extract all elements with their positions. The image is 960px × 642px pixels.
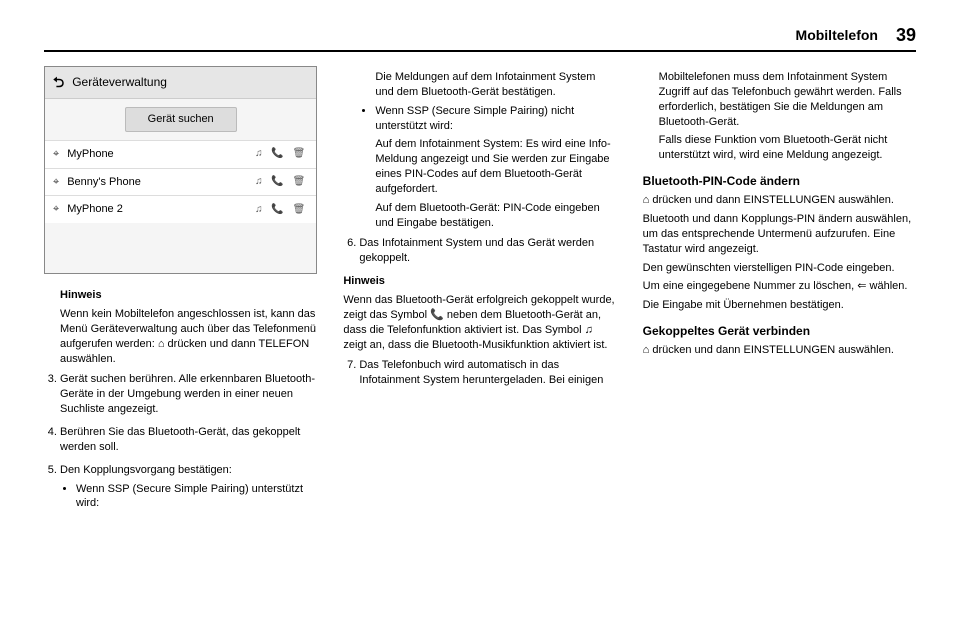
col3-p1: Mobiltelefonen muss dem Infotainment Sys…: [643, 70, 916, 129]
note-label: Hinweis: [60, 288, 317, 303]
steps-list-3: Das Telefonbuch wird automatisch in das …: [343, 358, 616, 388]
step-5-sub: Wenn SSP (Secure Simple Pairing) unterst…: [60, 482, 317, 512]
column-1: ⮌ Geräteverwaltung Gerät suchen ⌖ MyPhon…: [44, 66, 317, 519]
pin-step-3: Den gewünschten vierstelligen PIN-Code e…: [643, 261, 916, 276]
note-label-2: Hinweis: [343, 274, 616, 289]
page-header: Mobiltelefon 39: [44, 20, 916, 52]
device-action-icons[interactable]: ♫ 📞 🗑: [255, 203, 308, 217]
pin-step-2: Bluetooth und dann Kopplungs-PIN ändern …: [643, 212, 916, 257]
step-7: Das Telefonbuch wird automatisch in das …: [359, 358, 616, 388]
device-name: Benny's Phone: [67, 175, 255, 190]
pin-step-4: Um eine eingegebene Nummer zu löschen, ⇐…: [643, 279, 916, 294]
steps-list-2: Das Infotainment System und das Gerät we…: [343, 236, 616, 266]
device-row[interactable]: ⌖ MyPhone ♫ 📞 🗑: [45, 140, 316, 168]
ssp-info-a: Auf dem Infotainment System: Es wird ein…: [375, 137, 616, 196]
pin-step-1: ⌂ drücken und dann EINSTELLUNGEN auswähl…: [643, 193, 916, 208]
columns: ⮌ Geräteverwaltung Gerät suchen ⌖ MyPhon…: [44, 66, 916, 519]
ssp-confirm-text: Die Meldungen auf dem Infotainment Syste…: [359, 70, 616, 100]
device-row[interactable]: ⌖ MyPhone 2 ♫ 📞 🗑: [45, 195, 316, 223]
device-name: MyPhone: [67, 147, 255, 162]
device-name: MyPhone 2: [67, 202, 255, 217]
step-5: Den Kopplungsvorgang bestätigen: Wenn SS…: [60, 463, 317, 512]
heading-pin-change: Bluetooth-PIN-Code ändern: [643, 173, 916, 189]
connect-step-1: ⌂ drücken und dann EINSTELLUNGEN auswähl…: [643, 343, 916, 358]
search-device-button[interactable]: Gerät suchen: [125, 107, 237, 132]
back-icon[interactable]: ⮌: [53, 73, 64, 92]
note-text: Wenn kein Mobiltelefon angeschlossen ist…: [60, 307, 317, 366]
bluetooth-icon: ⌖: [53, 175, 59, 190]
page: Mobiltelefon 39 ⮌ Geräteverwaltung Gerät…: [0, 0, 960, 642]
header-title: Mobiltelefon: [796, 26, 878, 45]
col2-sub: Wenn SSP (Secure Simple Pairing) nicht u…: [359, 104, 616, 231]
ssp-not-supported-lead: Wenn SSP (Secure Simple Pairing) nicht u…: [375, 105, 574, 132]
step-6: Das Infotainment System und das Gerät we…: [359, 236, 616, 266]
steps-list: Gerät suchen berühren. Alle erkennbaren …: [44, 372, 317, 511]
device-action-icons[interactable]: ♫ 📞 🗑: [255, 147, 308, 161]
col2-continuation: Die Meldungen auf dem Infotainment Syste…: [343, 70, 616, 230]
step-5a: Wenn SSP (Secure Simple Pairing) unterst…: [76, 482, 317, 512]
bluetooth-icon: ⌖: [53, 202, 59, 217]
pin-step-5: Die Eingabe mit Übernehmen bestätigen.: [643, 298, 916, 313]
step-3: Gerät suchen berühren. Alle erkennbaren …: [60, 372, 317, 417]
bluetooth-icon: ⌖: [53, 147, 59, 162]
header-page-number: 39: [896, 23, 916, 47]
note-text-2: Wenn das Bluetooth-Gerät erfolgreich gek…: [343, 293, 616, 352]
note-block: Hinweis Wenn kein Mobiltelefon angeschlo…: [44, 288, 317, 366]
col3-p2: Falls diese Funktion vom Bluetooth-Gerät…: [643, 133, 916, 163]
heading-connect-device: Gekoppeltes Gerät verbinden: [643, 323, 916, 339]
column-2: Die Meldungen auf dem Infotainment Syste…: [343, 66, 616, 519]
step-4: Berühren Sie das Bluetooth-Gerät, das ge…: [60, 425, 317, 455]
screenshot-titlebar: ⮌ Geräteverwaltung: [45, 67, 316, 99]
column-3: Mobiltelefonen muss dem Infotainment Sys…: [643, 66, 916, 519]
step-5-text: Den Kopplungsvorgang bestätigen:: [60, 464, 232, 476]
device-action-icons[interactable]: ♫ 📞 🗑: [255, 175, 308, 189]
ssp-not-supported: Wenn SSP (Secure Simple Pairing) nicht u…: [375, 104, 616, 231]
screenshot-title: Geräteverwaltung: [72, 74, 167, 90]
ssp-info-b: Auf dem Bluetooth-Gerät: PIN-Code eingeb…: [375, 201, 616, 231]
device-mgmt-screenshot: ⮌ Geräteverwaltung Gerät suchen ⌖ MyPhon…: [44, 66, 317, 274]
device-row[interactable]: ⌖ Benny's Phone ♫ 📞 🗑: [45, 168, 316, 196]
